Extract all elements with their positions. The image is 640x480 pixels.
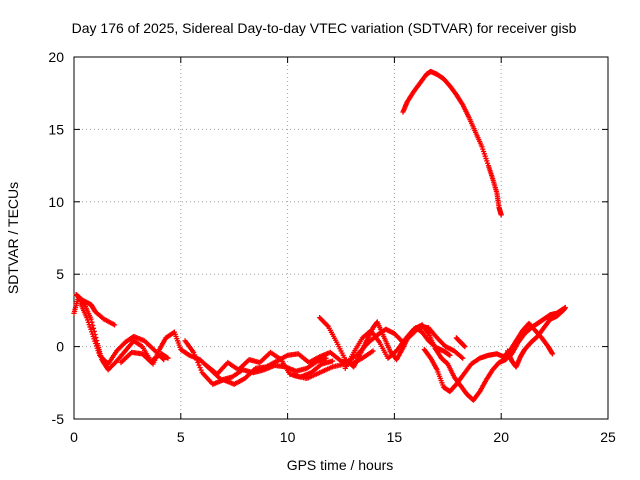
data-point bbox=[447, 352, 453, 358]
data-point bbox=[111, 322, 118, 328]
data-point bbox=[191, 349, 197, 355]
x-tick-label: 5 bbox=[177, 429, 185, 445]
series-arc-6 bbox=[203, 349, 336, 380]
data-point bbox=[195, 359, 201, 366]
y-axis-label: SDTVAR / TECUs bbox=[5, 182, 21, 294]
y-tick-label: 0 bbox=[56, 339, 64, 355]
x-tick-label: 10 bbox=[280, 429, 296, 445]
y-tick-label: 5 bbox=[56, 266, 64, 282]
x-axis-label: GPS time / hours bbox=[287, 457, 394, 473]
series-arc-3 bbox=[77, 300, 167, 367]
data-point bbox=[161, 357, 167, 363]
data-point bbox=[194, 357, 200, 363]
data-point bbox=[549, 351, 556, 357]
data-point bbox=[196, 362, 202, 368]
data-point bbox=[460, 355, 466, 361]
x-tick-label: 0 bbox=[70, 429, 78, 445]
chart-title: Day 176 of 2025, Sidereal Day-to-day VTE… bbox=[72, 20, 577, 36]
y-tick-label: 15 bbox=[48, 121, 64, 137]
data-point bbox=[459, 354, 465, 360]
y-tick-label: 20 bbox=[48, 49, 64, 65]
axis-ticks: 0 5 10 15 20 25 -5 0 5 10 15 20 bbox=[48, 49, 616, 445]
data-point bbox=[198, 367, 204, 373]
series-arc-2 bbox=[73, 291, 118, 328]
data-point bbox=[370, 348, 376, 354]
x-tick-label: 20 bbox=[493, 429, 509, 445]
data-point bbox=[88, 316, 94, 322]
x-tick-label: 15 bbox=[387, 429, 403, 445]
data-point bbox=[192, 352, 198, 358]
plot-frame bbox=[73, 56, 609, 420]
data-point bbox=[329, 358, 336, 364]
series-arc-13 bbox=[400, 68, 504, 218]
x-tick-label: 25 bbox=[600, 429, 616, 445]
series-arc-12 bbox=[505, 304, 568, 370]
data-point bbox=[197, 364, 203, 371]
grid-lines bbox=[74, 57, 608, 419]
data-point bbox=[90, 325, 97, 331]
data-point bbox=[562, 304, 568, 311]
data-point bbox=[462, 344, 468, 350]
data-points bbox=[71, 68, 568, 403]
y-tick-label: 10 bbox=[48, 194, 64, 210]
series-arc-10 bbox=[421, 320, 556, 395]
series-arc-11 bbox=[453, 335, 468, 350]
data-point bbox=[498, 212, 504, 218]
data-point bbox=[165, 355, 171, 361]
y-tick-label: -5 bbox=[52, 411, 65, 427]
data-point bbox=[193, 354, 199, 361]
